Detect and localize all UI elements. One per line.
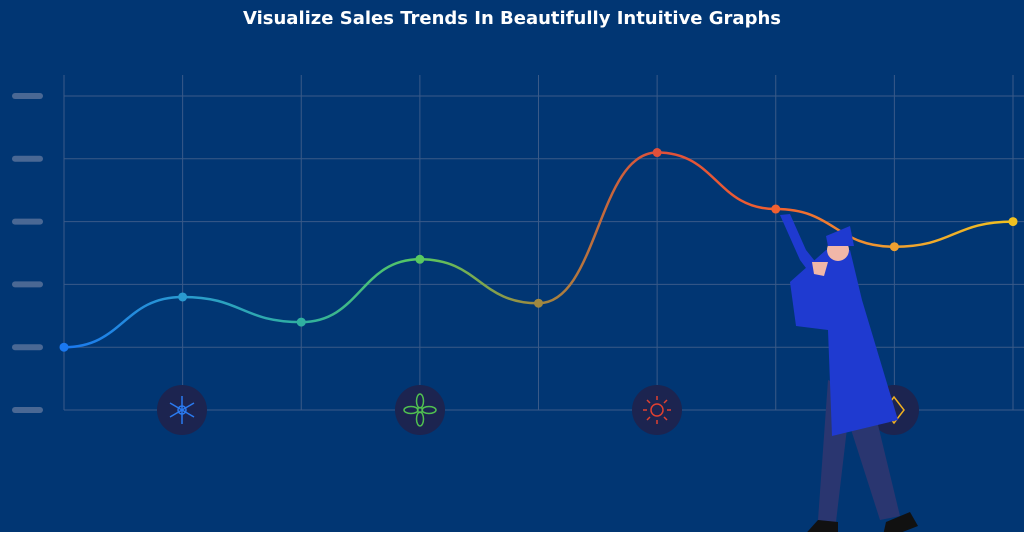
data-point — [178, 292, 188, 302]
y-tick-placeholder — [12, 281, 43, 288]
icon-bg — [395, 385, 445, 435]
data-point — [59, 342, 69, 352]
data-point — [1008, 217, 1018, 227]
data-point — [415, 254, 425, 264]
person-illustration — [780, 214, 918, 540]
flower-icon — [403, 393, 437, 427]
sun-icon — [643, 396, 671, 424]
bottom-strip — [0, 532, 1024, 541]
data-point — [889, 242, 899, 252]
y-tick-placeholder — [12, 407, 43, 413]
snowflake-icon — [169, 396, 195, 424]
y-tick-placeholder — [12, 155, 43, 162]
y-tick-placeholder — [12, 218, 43, 225]
data-point — [534, 298, 543, 308]
chart-title: Visualize Sales Trends In Beautifully In… — [243, 8, 781, 29]
data-point — [296, 317, 306, 327]
icon-bg — [632, 385, 682, 435]
y-tick-placeholder — [12, 93, 43, 99]
y-tick-placeholder — [12, 344, 43, 351]
data-point — [771, 204, 781, 214]
data-point — [652, 148, 662, 158]
